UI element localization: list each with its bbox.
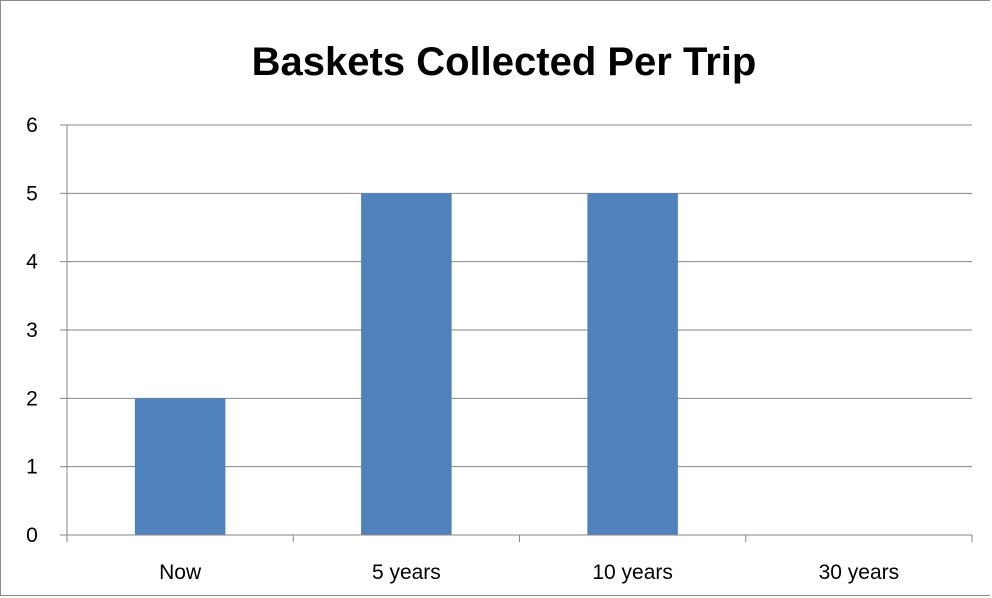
y-tick-label: 1 xyxy=(26,456,38,479)
y-tick-label: 3 xyxy=(26,319,38,342)
y-tick-label: 2 xyxy=(26,387,38,410)
bar xyxy=(361,193,452,536)
tick-labels: 0 1 2 3 4 5 6 Now 5 years 10 years 30 years xyxy=(26,114,899,584)
x-tick-label: 30 years xyxy=(819,561,900,584)
bar xyxy=(134,398,226,535)
bars xyxy=(134,193,678,536)
y-tick-label: 5 xyxy=(26,182,38,205)
x-tick-label: Now xyxy=(159,561,202,584)
y-tick-label: 0 xyxy=(26,524,38,547)
bar xyxy=(587,193,678,536)
x-tick-label: 10 years xyxy=(592,561,673,584)
chart-title: Baskets Collected Per Trip xyxy=(251,40,757,84)
axes xyxy=(60,124,973,542)
y-tick-label: 6 xyxy=(26,114,38,137)
y-tick-label: 4 xyxy=(26,251,38,274)
x-tick-label: 5 years xyxy=(372,561,441,584)
